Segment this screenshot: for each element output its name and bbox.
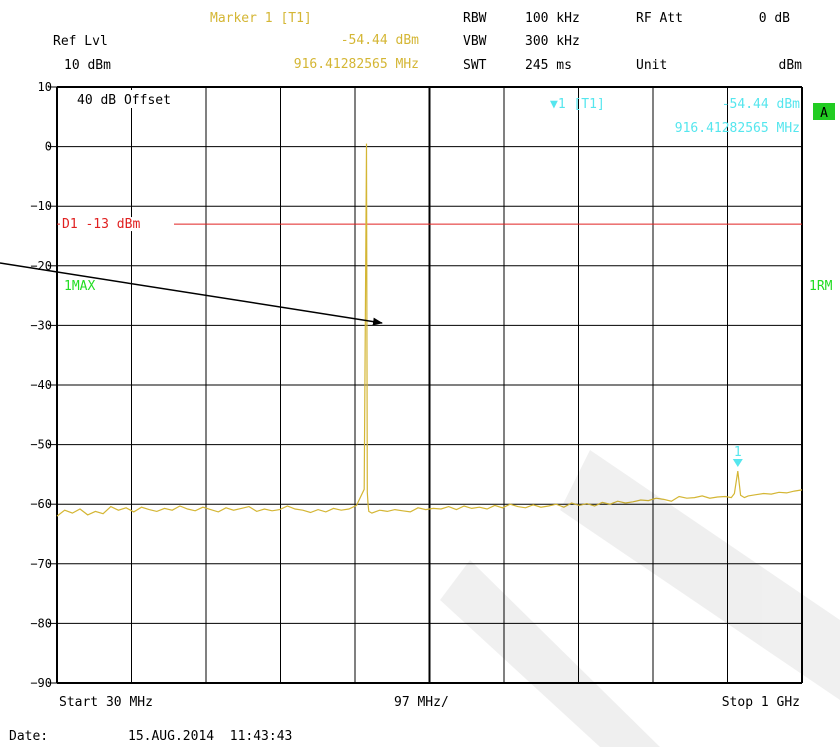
swt-value: 245 ms [525, 58, 572, 73]
rf-att-label: RF Att [636, 11, 683, 26]
rf-att-value: 0 dB [759, 11, 790, 26]
start-frequency: Start 30 MHz [59, 695, 153, 710]
annotation-arrow [0, 262, 383, 326]
header-marker-freq: 916.41282565 MHz [294, 57, 419, 72]
span-per-division: 97 MHz/ [394, 695, 449, 710]
swt-label: SWT [463, 58, 487, 73]
offset-label: 40 dB Offset [77, 93, 171, 108]
watermark [440, 450, 840, 747]
y-tick-label: −80 [30, 616, 52, 630]
y-tick-label: −10 [30, 199, 52, 213]
y-tick-label: −50 [30, 438, 52, 452]
marker-readout-freq: 916.41282565 MHz [675, 121, 800, 136]
unit-value: dBm [779, 58, 803, 73]
date-value: 15.AUG.2014 11:43:43 [128, 729, 292, 744]
marker-1-triangle [732, 459, 743, 468]
offset-label-bg [58, 90, 203, 108]
vbw-value: 300 kHz [525, 34, 580, 49]
header-marker-title: Marker 1 [T1] [210, 11, 312, 26]
y-tick-label: −60 [30, 497, 52, 511]
marker-1-number: 1 [734, 445, 742, 460]
marker-readout-level: -54.44 dBm [722, 97, 800, 112]
y-axis-ticks: 100−10−20−30−40−50−60−70−80−90 [30, 80, 57, 690]
marker-1: 1 [732, 445, 743, 468]
y-tick-label: −30 [30, 318, 52, 332]
rbw-label: RBW [463, 11, 487, 26]
y-tick-label: −70 [30, 557, 52, 571]
y-tick-label: −40 [30, 378, 52, 392]
ref-lvl-value: 10 dBm [64, 58, 111, 73]
display-line-label: D1 -13 dBm [62, 217, 140, 232]
vbw-label: VBW [463, 34, 487, 49]
right-trace-label: 1RM [809, 279, 833, 294]
y-tick-label: 10 [38, 80, 52, 94]
rbw-value: 100 kHz [525, 11, 580, 26]
trace-mode-label: 1MAX [64, 279, 95, 294]
stop-frequency: Stop 1 GHz [722, 695, 800, 710]
header-marker-level: -54.44 dBm [341, 33, 419, 48]
marker-readout-tag: ▼1 [T1] [550, 97, 605, 112]
a-badge: A [820, 106, 828, 121]
a-badge-bg [813, 103, 835, 120]
display-line-label-bg [60, 217, 174, 232]
spectrum-trace [56, 143, 803, 517]
date-label: Date: [9, 729, 48, 744]
ref-lvl-label: Ref Lvl [53, 34, 108, 49]
y-tick-label: −90 [30, 676, 52, 690]
unit-label: Unit [636, 58, 667, 73]
plot-grid [56, 86, 803, 684]
